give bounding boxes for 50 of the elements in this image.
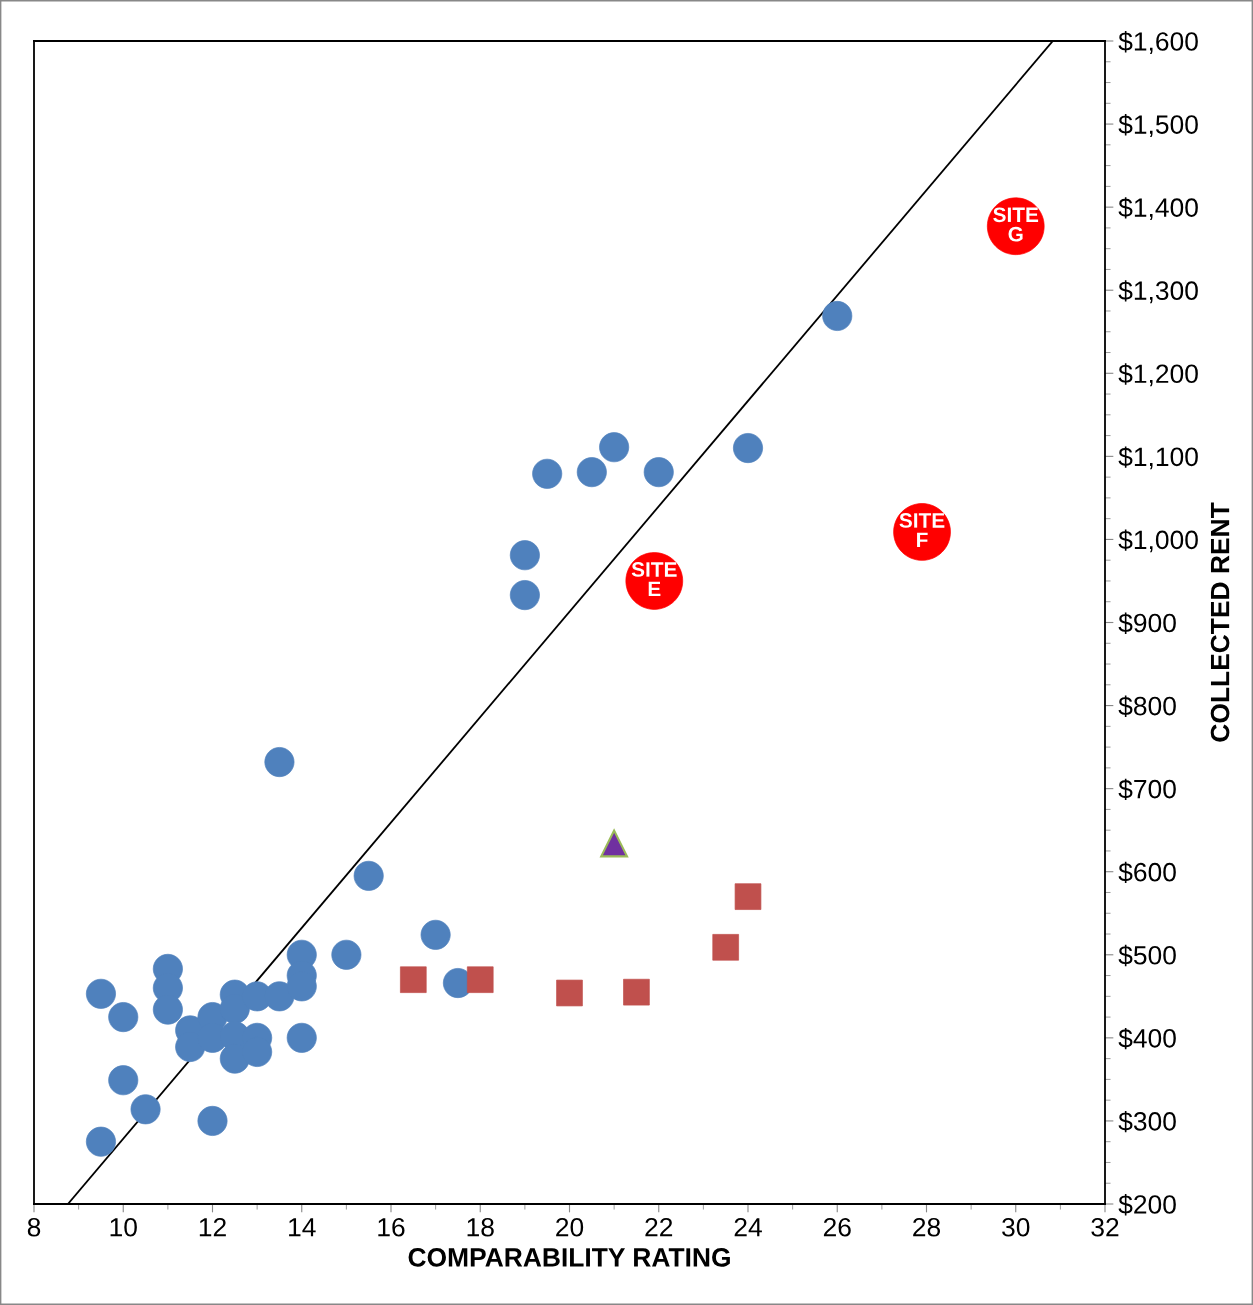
annotation: SITE F — [899, 513, 945, 548]
x-tick-label: 20 — [556, 1217, 584, 1237]
point — [600, 829, 629, 858]
x-tick-label: 26 — [823, 1217, 851, 1237]
annotation: SITE E — [631, 562, 677, 597]
point — [286, 1022, 317, 1053]
y-tick-label: $800 — [1118, 695, 1176, 717]
point — [400, 966, 427, 993]
y-tick-label: $900 — [1118, 612, 1176, 634]
point — [353, 860, 384, 891]
x-tick-label: 18 — [467, 1217, 494, 1237]
point — [509, 580, 540, 611]
y-tick-label: $1,000 — [1118, 529, 1198, 553]
x-tick-label: 16 — [378, 1217, 405, 1237]
y-tick-label: $1,600 — [1118, 31, 1198, 54]
y-tick-label: $600 — [1118, 861, 1176, 884]
x-tick-label: 30 — [1002, 1217, 1030, 1237]
y-tick-label: $1,400 — [1118, 197, 1198, 221]
point — [509, 540, 540, 571]
x-tick-label: 22 — [645, 1217, 673, 1237]
y-tick-label: $1,300 — [1118, 280, 1198, 304]
y-tick-label: $700 — [1118, 778, 1176, 801]
x-axis-title: COMPARABILITY RATING — [408, 1248, 730, 1267]
point — [85, 1126, 116, 1157]
y-tick-label: $300 — [1118, 1110, 1176, 1133]
point — [623, 978, 650, 1006]
point — [734, 883, 762, 910]
point — [130, 1094, 161, 1125]
point — [466, 966, 494, 993]
annotation: SITE G — [993, 207, 1039, 242]
point — [85, 978, 116, 1009]
x-tick-label: 14 — [289, 1218, 316, 1237]
point — [599, 432, 630, 463]
y-tick-label: $500 — [1118, 944, 1176, 967]
point — [733, 433, 763, 464]
point — [556, 979, 583, 1007]
x-tick-label: 10 — [110, 1217, 137, 1237]
y-axis-title: COLLECTED RENT — [1210, 502, 1230, 742]
y-tick-label: $200 — [1118, 1194, 1176, 1216]
x-tick-label: 32 — [1091, 1217, 1119, 1237]
y-tick-label: $1,500 — [1118, 114, 1198, 138]
x-tick-label: 28 — [913, 1217, 941, 1237]
x-tick-label: 8 — [27, 1217, 41, 1237]
point — [822, 300, 853, 331]
point — [108, 1065, 139, 1096]
y-tick-label: $400 — [1118, 1027, 1176, 1050]
x-tick-label: 12 — [199, 1217, 226, 1237]
x-tick-label: 24 — [734, 1217, 762, 1237]
y-tick-label: $1,200 — [1118, 363, 1198, 387]
y-tick-label: $1,100 — [1118, 446, 1198, 470]
